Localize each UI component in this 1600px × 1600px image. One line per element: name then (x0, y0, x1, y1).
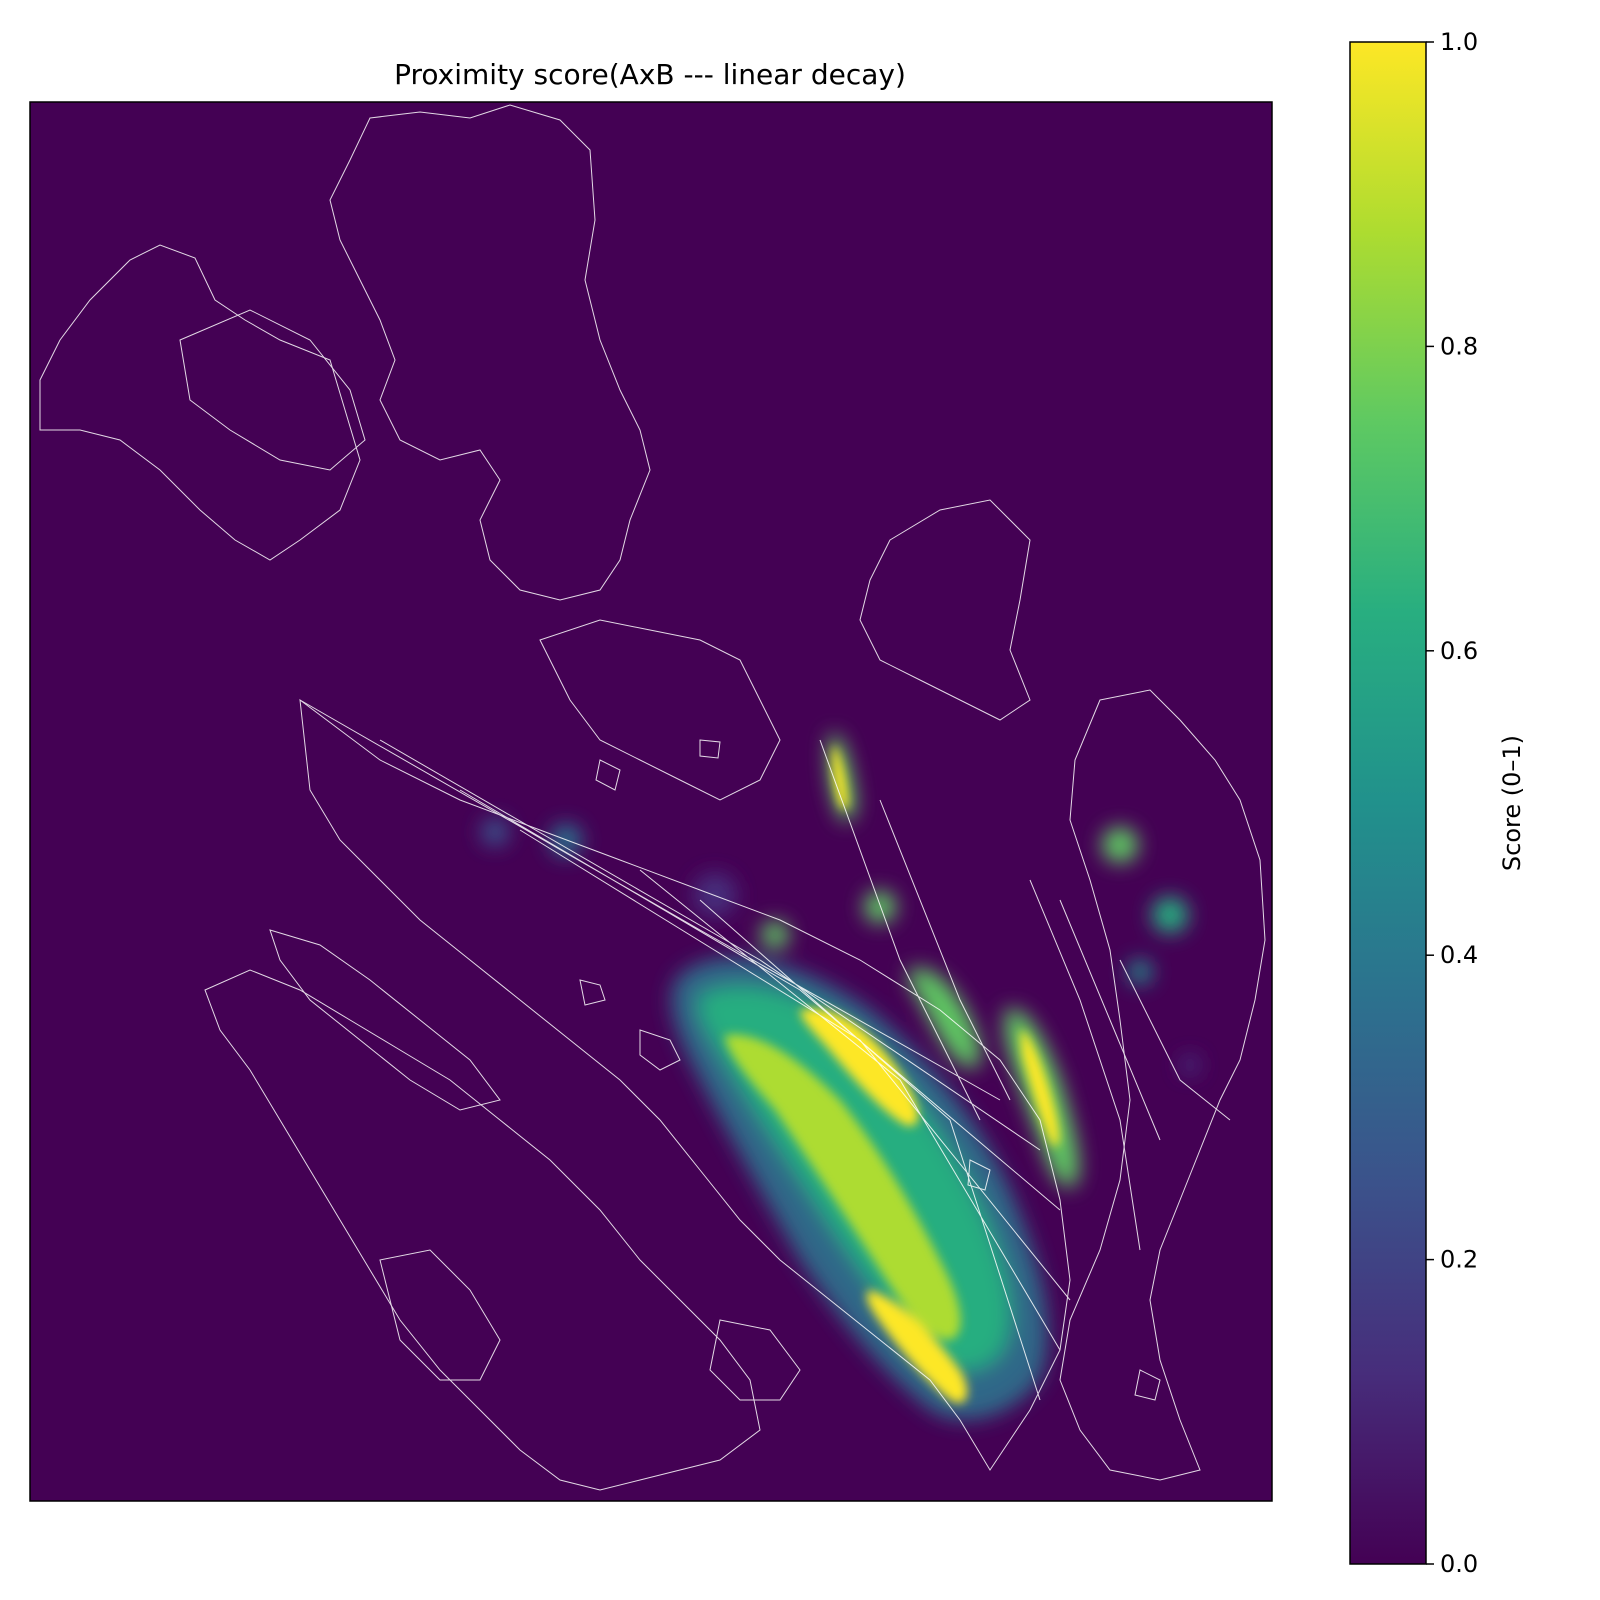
score-zone-hotspot-2 (1152, 897, 1188, 933)
outline-south-inner (709, 1319, 801, 1401)
colorbar-tick-label: 0.0 (1440, 1550, 1478, 1578)
score-zone-north-spike-core (832, 745, 849, 810)
outline-main-belt (299, 698, 1071, 1471)
colorbar-tick-label: 0.8 (1440, 332, 1478, 360)
outline-northwest-inner (179, 309, 366, 471)
score-zone-hotspot-4 (864, 891, 896, 923)
colorbar-tick-label: 0.4 (1440, 941, 1478, 969)
outline-central-north (539, 619, 781, 801)
colorbar-frame (1349, 41, 1427, 1565)
chart-title: Proximity score(AxB --- linear decay) (394, 58, 906, 91)
outline-northwest-region (39, 244, 361, 561)
heatmap-background (30, 102, 1272, 1501)
score-zone-hotspot-8 (761, 921, 789, 949)
score-zone-hotspot-9 (1180, 1055, 1200, 1075)
outline-northeast-region (859, 499, 1031, 721)
score-zone-hotspot-6 (481, 818, 509, 846)
outline-east-faults (1029, 879, 1231, 1251)
score-zone-central-strip (908, 968, 981, 1069)
score-zone-hotspot-1 (1102, 827, 1138, 863)
colorbar-ticks: 0.0 0.2 0.4 0.6 0.8 1.0 (1426, 28, 1478, 1578)
colorbar-label: Score (0–1) (1498, 735, 1526, 871)
outline-southwest-region (204, 969, 761, 1491)
geology-outline-overlay (39, 104, 1266, 1491)
score-zone-south-arm (866, 1290, 968, 1404)
colorbar-gradient (1350, 42, 1426, 1564)
score-zone-hotspot-7 (693, 873, 737, 917)
score-zone-main-peak-2 (800, 1008, 919, 1126)
outline-east-region (1059, 689, 1266, 1481)
high-score-zones (481, 733, 1200, 1420)
outline-fault-lines (299, 699, 1071, 1401)
outline-misc-small (579, 739, 1161, 1401)
outline-north-region (329, 104, 651, 601)
score-zone-hotspot-3 (1128, 960, 1152, 984)
heatmap-plot-area (30, 102, 1272, 1501)
colorbar-tick-label: 0.6 (1440, 637, 1478, 665)
plot-frame (29, 101, 1273, 1502)
colorbar: 0.0 0.2 0.4 0.6 0.8 1.0 Score (0–1) (1349, 28, 1526, 1578)
score-zone-east-belt-core (1020, 1030, 1060, 1147)
colorbar-tick-label: 0.2 (1440, 1246, 1478, 1274)
colorbar-tick-label: 1.0 (1440, 28, 1478, 56)
score-zone-main-peak (725, 1034, 961, 1340)
outline-southwest-inner-1 (269, 929, 501, 1111)
outline-southwest-inner-2 (379, 1249, 501, 1381)
